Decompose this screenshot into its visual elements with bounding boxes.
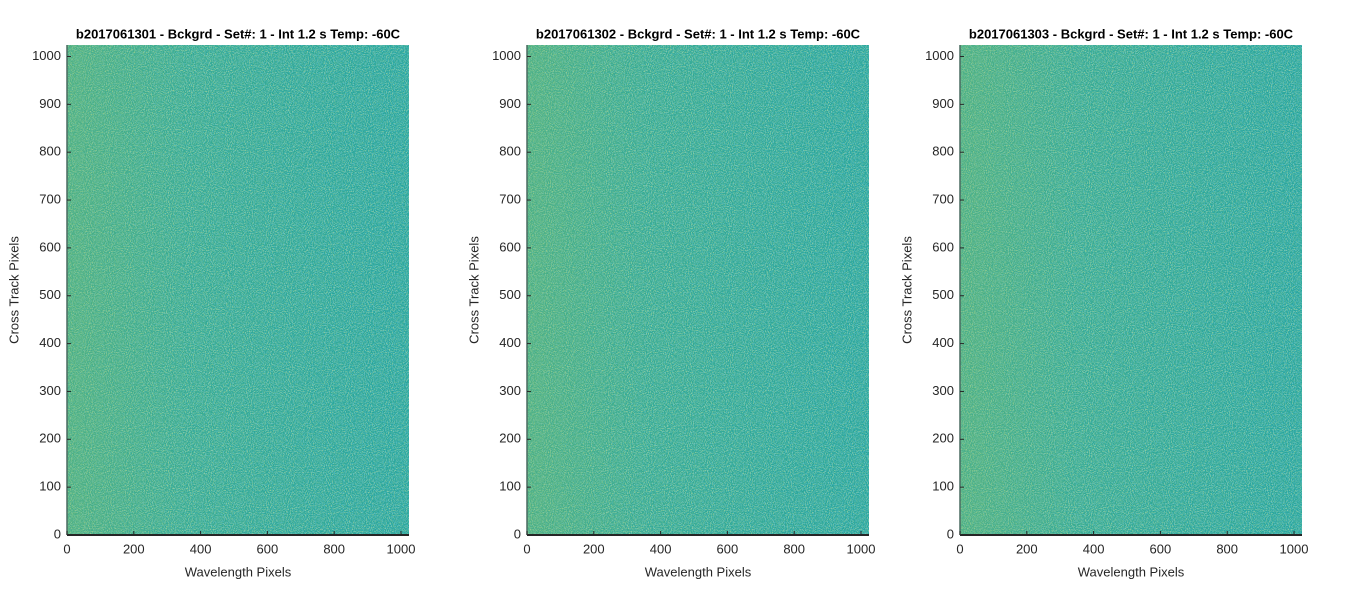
y-tick-label: 700 — [499, 191, 521, 206]
x-tick-label: 200 — [1016, 541, 1038, 556]
x-tick-label: 0 — [523, 541, 530, 556]
x-tick-label: 200 — [583, 541, 605, 556]
y-tick-label: 500 — [932, 287, 954, 302]
x-tick-label: 0 — [63, 541, 70, 556]
y-tick-label: 800 — [499, 144, 521, 159]
x-tick-label: 400 — [190, 541, 212, 556]
y-tick-label: 200 — [499, 431, 521, 446]
y-tick-label: 600 — [39, 239, 61, 254]
y-tick-label: 900 — [932, 96, 954, 111]
y-axis-label: Cross Track Pixels — [466, 236, 481, 344]
x-tick-label: 1000 — [1280, 541, 1309, 556]
y-tick-label: 1000 — [32, 48, 61, 63]
y-tick-label: 900 — [39, 96, 61, 111]
x-tick-label: 600 — [1150, 541, 1172, 556]
y-tick-label: 100 — [499, 479, 521, 494]
y-tick-label: 600 — [499, 239, 521, 254]
x-axis-label: Wavelength Pixels — [645, 564, 752, 579]
y-tick-label: 0 — [514, 526, 521, 541]
y-tick-label: 300 — [39, 383, 61, 398]
y-tick-label: 1000 — [492, 48, 521, 63]
image-panel: 0 200 400 600 800 1000 0 100 200 300 400 500 600 700 8… — [466, 26, 875, 579]
y-tick-label: 100 — [39, 479, 61, 494]
image-panel: 0 200 400 600 800 1000 0 100 200 300 400 500 600 700 8… — [899, 26, 1308, 579]
y-tick-label: 500 — [39, 287, 61, 302]
y-tick-label: 100 — [932, 479, 954, 494]
y-tick-label: 300 — [499, 383, 521, 398]
y-tick-label: 800 — [932, 144, 954, 159]
y-tick-label: 800 — [39, 144, 61, 159]
x-axis-label: Wavelength Pixels — [1078, 564, 1185, 579]
chart-title: b2017061303 - Bckgrd - Set#: 1 - Int 1.2… — [969, 26, 1294, 41]
y-tick-label: 700 — [932, 191, 954, 206]
y-tick-label: 0 — [947, 526, 954, 541]
x-tick-label: 400 — [1083, 541, 1105, 556]
y-tick-label: 400 — [932, 335, 954, 350]
x-tick-label: 200 — [123, 541, 145, 556]
x-tick-label: 800 — [323, 541, 345, 556]
y-axis-label: Cross Track Pixels — [899, 236, 914, 344]
y-tick-label: 200 — [39, 431, 61, 446]
y-tick-label: 600 — [932, 239, 954, 254]
chart-title: b2017061301 - Bckgrd - Set#: 1 - Int 1.2… — [76, 26, 401, 41]
y-tick-label: 300 — [932, 383, 954, 398]
x-tick-label: 0 — [956, 541, 963, 556]
y-tick-label: 700 — [39, 191, 61, 206]
image-shade — [960, 45, 1302, 535]
y-tick-label: 400 — [499, 335, 521, 350]
x-tick-label: 400 — [650, 541, 672, 556]
x-tick-label: 1000 — [847, 541, 876, 556]
x-tick-label: 800 — [1216, 541, 1238, 556]
x-tick-label: 600 — [717, 541, 739, 556]
y-tick-label: 0 — [54, 526, 61, 541]
chart-title: b2017061302 - Bckgrd - Set#: 1 - Int 1.2… — [536, 26, 861, 41]
y-tick-label: 900 — [499, 96, 521, 111]
x-tick-label: 800 — [783, 541, 805, 556]
y-tick-label: 1000 — [925, 48, 954, 63]
y-tick-label: 400 — [39, 335, 61, 350]
image-shade — [67, 45, 409, 535]
y-tick-label: 500 — [499, 287, 521, 302]
image-shade — [527, 45, 869, 535]
x-tick-label: 1000 — [387, 541, 416, 556]
y-axis-label: Cross Track Pixels — [6, 236, 21, 344]
y-tick-label: 200 — [932, 431, 954, 446]
x-tick-label: 600 — [257, 541, 279, 556]
x-axis-label: Wavelength Pixels — [185, 564, 292, 579]
image-panel: 0 200 400 600 800 1000 0 100 200 300 400 500 600 700 8… — [6, 26, 415, 579]
